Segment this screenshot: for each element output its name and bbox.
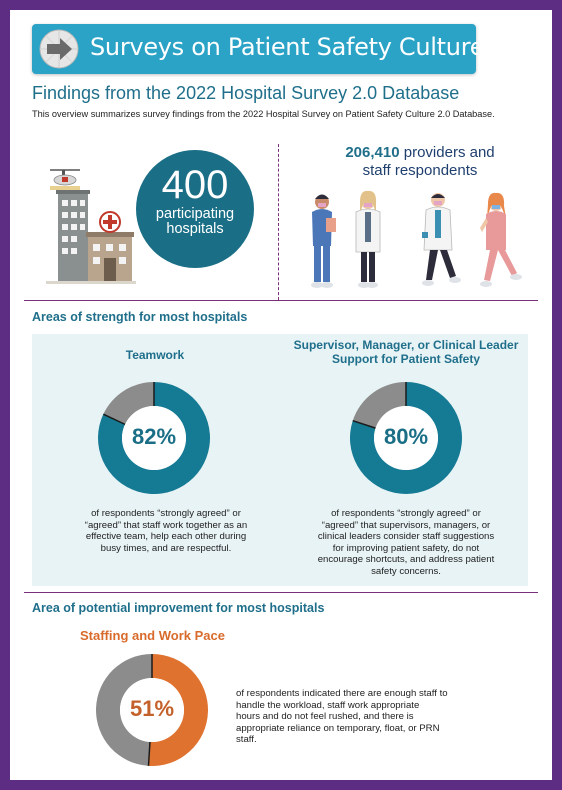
arrow-logo-icon xyxy=(39,29,79,69)
supervisor-support-description: of respondents “strongly agreed” or “agr… xyxy=(317,508,495,577)
donut-remainder-segment xyxy=(103,382,154,425)
vertical-divider xyxy=(278,144,279,300)
donut-segment-divider xyxy=(352,419,376,429)
donut-hole xyxy=(122,406,186,470)
donut-hole xyxy=(120,678,184,742)
staffing-description: of respondents indicated there are enoug… xyxy=(236,688,448,745)
hospitals-count: 400 xyxy=(161,163,229,207)
section-divider-2 xyxy=(24,592,538,593)
strengths-heading: Areas of strength for most hospitals xyxy=(32,310,248,324)
overview-text: This overview summarizes survey findings… xyxy=(32,109,495,119)
donut-value-segment xyxy=(98,382,211,494)
donut-value-segment xyxy=(350,382,462,494)
section-divider-1 xyxy=(24,300,538,301)
staffing-donut-chart xyxy=(96,654,209,766)
donut-remainder-segment xyxy=(96,654,152,766)
healthcare-workers-icon xyxy=(311,190,522,288)
respondents-stat: 206,410 providers and staff respondents xyxy=(310,144,530,180)
supervisor-support-title: Supervisor, Manager, or Clinical Leader … xyxy=(293,338,519,366)
helicopter-icon xyxy=(50,169,80,190)
donut-segment-divider xyxy=(103,413,126,426)
respondents-label-2: staff respondents xyxy=(362,162,478,179)
teamwork-percent: 82% xyxy=(131,424,177,449)
header-banner: Surveys on Patient Safety Culture™ xyxy=(32,24,493,74)
app-title: Surveys on Patient Safety Culture™ xyxy=(90,33,493,61)
hospital-building-icon xyxy=(46,169,136,284)
staffing-percent: 51% xyxy=(129,696,175,721)
page-subtitle: Findings from the 2022 Hospital Survey 2… xyxy=(32,83,460,103)
supervisor-support-donut-chart xyxy=(350,382,462,494)
infographic-page: Surveys on Patient Safety Culture™ Findi… xyxy=(10,10,552,780)
supervisor-support-percent: 80% xyxy=(383,424,429,449)
hospitals-label-1: participating xyxy=(155,206,235,222)
hospitals-label-2: hospitals xyxy=(166,221,224,237)
respondents-label-1: providers and xyxy=(403,144,495,161)
donut-hole xyxy=(374,406,438,470)
improvement-heading: Area of potential improvement for most h… xyxy=(32,601,325,615)
teamwork-title: Teamwork xyxy=(125,348,185,362)
teamwork-donut-chart xyxy=(98,382,211,494)
donut-segment-divider xyxy=(147,741,151,766)
donut-remainder-segment xyxy=(352,382,406,429)
staffing-title: Staffing and Work Pace xyxy=(80,628,225,643)
respondents-count: 206,410 xyxy=(345,144,400,161)
hospitals-stat-circle: 400 participating hospitals xyxy=(136,150,254,268)
teamwork-description: of respondents “strongly agreed” or “agr… xyxy=(84,508,248,554)
donut-value-segment xyxy=(148,654,209,766)
